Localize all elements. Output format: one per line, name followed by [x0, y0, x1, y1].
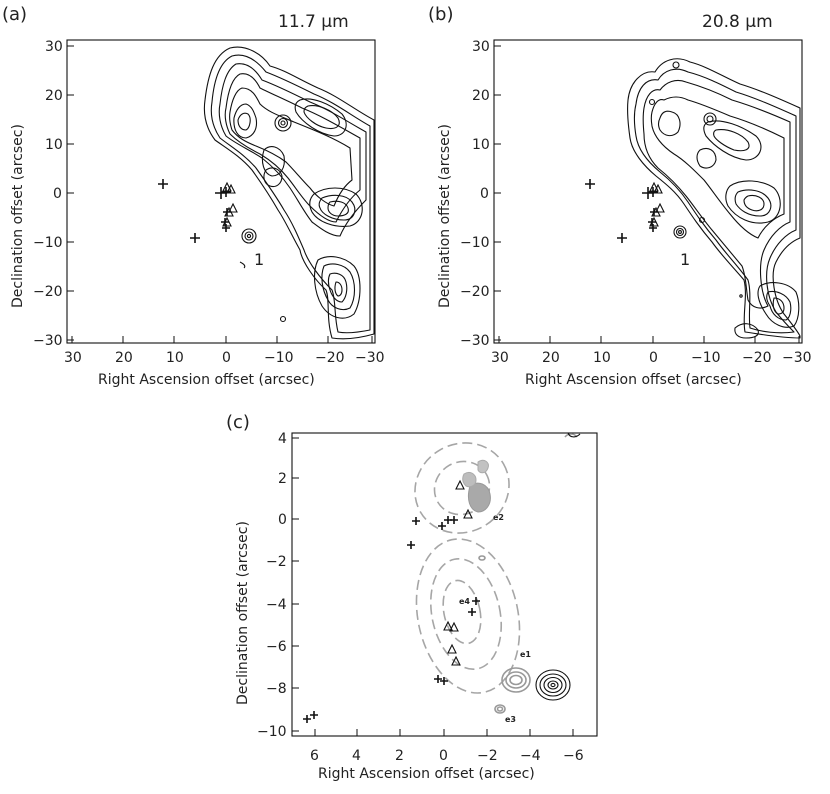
tick-label: 10 — [166, 350, 184, 366]
tick-label: −6 — [266, 639, 287, 655]
source-label-e3: e3 — [505, 715, 516, 724]
panel-a: (a) 11.7 μm 30 20 10 0 −10 −20 −30 30 20… — [2, 4, 385, 388]
tick-label: 2 — [395, 748, 404, 764]
source-label-e2: e2 — [493, 513, 504, 522]
panel-b-xlabel: Right Ascension offset (arcsec) — [525, 372, 742, 388]
panel-c-markers — [303, 479, 480, 723]
tick-label: −10 — [257, 724, 287, 740]
tick-label: −6 — [563, 748, 584, 764]
panel-b-ylabel: Declination offset (arcsec) — [437, 124, 453, 308]
tick-label: −20 — [460, 284, 490, 300]
tick-label: 30 — [472, 39, 490, 55]
tick-label: −20 — [33, 284, 63, 300]
panel-c-source-labels: e1 e2 e3 e4 — [459, 513, 531, 724]
panel-b-label: (b) — [428, 4, 453, 25]
panel-a-wavelength: 11.7 μm — [278, 12, 349, 32]
source-label-e4: e4 — [459, 597, 470, 606]
tick-label: −20 — [315, 350, 345, 366]
tick-label: 10 — [472, 137, 490, 153]
panel-b-frame — [493, 39, 803, 344]
tick-label: −30 — [33, 333, 63, 349]
tick-label: −30 — [355, 350, 385, 366]
panel-a-xlabel: Right Ascension offset (arcsec) — [98, 372, 315, 388]
panel-a-label: (a) — [2, 4, 27, 25]
panel-b: (b) 20.8 μm 30 20 10 0 −10 −20 −30 30 20… — [428, 4, 812, 388]
tick-label: 0 — [439, 748, 448, 764]
tick-label: −10 — [264, 350, 294, 366]
panel-a-x-ticks: 30 20 10 0 −10 −20 −30 — [64, 336, 385, 366]
tick-label: 20 — [542, 350, 560, 366]
panel-c-ylabel: Declination offset (arcsec) — [235, 521, 251, 705]
panel-b-y-ticks: 30 20 10 0 −10 −20 −30 — [460, 39, 501, 349]
tick-label: −4 — [520, 748, 541, 764]
panel-c-xlabel: Right Ascension offset (arcsec) — [318, 766, 535, 782]
tick-label: −8 — [266, 681, 287, 697]
panel-a-frame — [66, 39, 376, 344]
tick-label: 0 — [53, 186, 62, 202]
tick-label: 0 — [222, 350, 231, 366]
panel-b-markers — [585, 179, 665, 243]
tick-label: −30 — [460, 333, 490, 349]
tick-label: 30 — [64, 350, 82, 366]
tick-label: 0 — [278, 512, 287, 528]
tick-label: 30 — [45, 39, 63, 55]
panel-a-markers — [158, 179, 238, 243]
panel-c-black-source — [535, 432, 581, 701]
tick-label: 6 — [310, 748, 319, 764]
tick-label: 30 — [491, 350, 509, 366]
tick-label: 20 — [472, 88, 490, 104]
panel-c-frame — [291, 432, 598, 737]
tick-label: −10 — [691, 350, 721, 366]
panel-a-contours — [203, 46, 375, 340]
panel-c: (c) 6 4 2 0 −2 −4 −6 4 2 0 −2 −4 −6 −8 — [226, 412, 598, 782]
panel-c-dashed-contours — [414, 442, 521, 694]
panel-b-contours — [627, 58, 801, 339]
tick-label: 20 — [115, 350, 133, 366]
panel-b-wavelength: 20.8 μm — [702, 12, 773, 32]
tick-label: 4 — [352, 748, 361, 764]
panel-b-x-ticks: 30 20 10 0 −10 −20 −30 — [491, 336, 812, 366]
tick-label: 0 — [649, 350, 658, 366]
tick-label: −10 — [33, 235, 63, 251]
panel-c-label: (c) — [226, 412, 250, 433]
panel-a-source-label: 1 — [254, 250, 264, 269]
tick-label: 10 — [593, 350, 611, 366]
tick-label: −2 — [477, 748, 498, 764]
tick-label: 4 — [278, 431, 287, 447]
tick-label: 20 — [45, 88, 63, 104]
tick-label: −20 — [742, 350, 772, 366]
tick-label: 2 — [278, 471, 287, 487]
panel-c-grey-sources — [462, 433, 578, 714]
panel-b-source-label: 1 — [680, 250, 690, 269]
tick-label: 10 — [45, 137, 63, 153]
tick-label: 0 — [480, 186, 489, 202]
tick-label: −2 — [266, 554, 287, 570]
source-label-e1: e1 — [520, 650, 531, 659]
panel-c-y-ticks: 4 2 0 −2 −4 −6 −8 −10 — [257, 431, 299, 740]
tick-label: −4 — [266, 597, 287, 613]
panel-a-y-ticks: 30 20 10 0 −10 −20 −30 — [33, 39, 74, 349]
tick-label: −10 — [460, 235, 490, 251]
panel-a-ylabel: Declination offset (arcsec) — [10, 124, 26, 308]
tick-label: −30 — [782, 350, 812, 366]
panel-c-x-ticks: 6 4 2 0 −2 −4 −6 — [310, 729, 584, 764]
